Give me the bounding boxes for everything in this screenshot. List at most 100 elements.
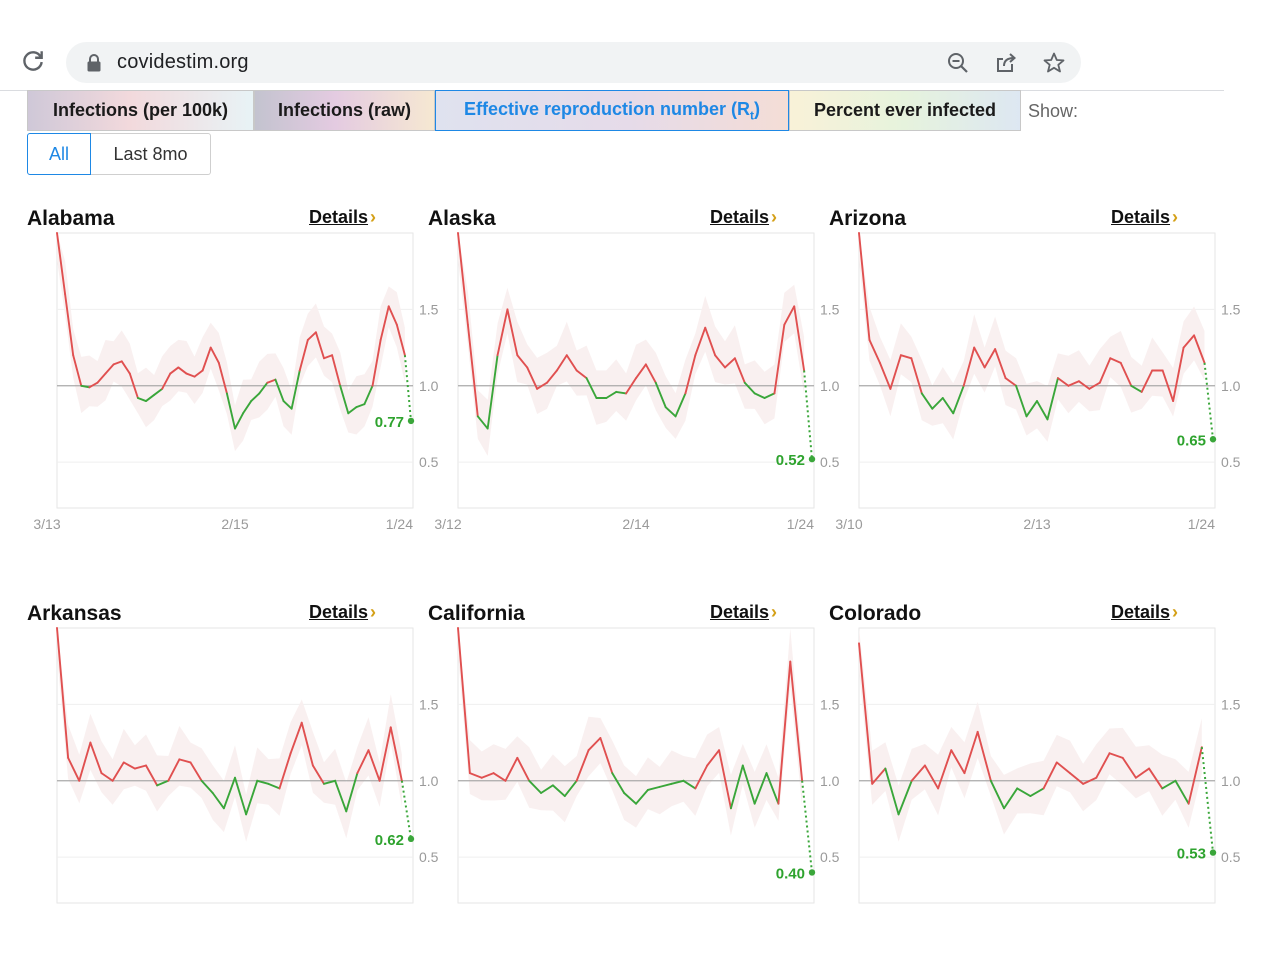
x-tick-label: 2/14	[622, 516, 649, 532]
end-value-label: 0.65	[1177, 432, 1206, 449]
details-link[interactable]: Details ›	[1111, 602, 1179, 622]
rt-line-segment	[868, 338, 881, 364]
tab-infections-raw[interactable]: Infections (raw)	[254, 90, 435, 131]
rt-line-segment	[331, 354, 342, 387]
end-value-label: 0.53	[1177, 846, 1206, 863]
rt-line-segment	[1056, 377, 1070, 387]
rt-line-segment	[773, 323, 786, 395]
rt-chart: 0.53 1.5 1.0 0.5	[858, 627, 1241, 904]
tab-effective-reproduction-number[interactable]: Effective reproduction number (Rt)	[435, 90, 789, 131]
y-tick-label: 1.5	[1221, 696, 1241, 712]
rt-line-segment	[201, 346, 212, 372]
y-tick-label: 1.0	[1221, 773, 1241, 789]
rt-line-segment	[1042, 761, 1058, 790]
rt-line-segment	[994, 348, 1007, 380]
rt-line-segment	[1174, 779, 1190, 805]
rt-line-segment	[178, 758, 192, 764]
details-link[interactable]: Details ›	[710, 207, 778, 227]
x-tick-label: 3/10	[835, 516, 862, 532]
rt-line-segment	[1172, 346, 1185, 403]
rt-line-segment	[217, 361, 228, 395]
address-bar[interactable]: covidestim.org	[66, 42, 1081, 83]
range-all-button[interactable]: All	[27, 133, 91, 175]
rt-line-segment	[185, 372, 196, 378]
rt-line-segment	[783, 305, 796, 326]
zoom-out-icon[interactable]	[946, 51, 970, 75]
rt-line-segment	[729, 764, 744, 810]
rt-line-segment	[311, 764, 325, 785]
rt-line-segment	[256, 779, 270, 785]
rt-line-segment	[200, 779, 214, 794]
rt-line-segment	[724, 357, 736, 369]
rt-line-segment	[976, 730, 992, 782]
y-tick-label: 0.5	[1221, 454, 1241, 470]
reload-icon[interactable]	[20, 48, 46, 74]
tab-percent-ever-infected[interactable]: Percent ever infected	[789, 90, 1021, 131]
rt-line-segment	[504, 756, 519, 782]
rt-line-segment	[753, 392, 766, 399]
rt-line-segment	[635, 363, 647, 380]
rt-line-segment	[1182, 334, 1196, 349]
rt-chart: 0.62 1.5 1.0 0.5	[56, 627, 439, 904]
star-icon[interactable]	[1042, 51, 1066, 75]
rt-line-segment	[111, 761, 125, 782]
rt-line-segment	[899, 354, 913, 360]
rt-line-segment	[193, 369, 204, 378]
rt-line-segment	[56, 232, 67, 296]
rt-line-segment	[67, 756, 81, 782]
rt-line-segment	[615, 390, 628, 395]
rt-line-segment	[1046, 377, 1059, 421]
chevron-right-icon: ›	[771, 207, 778, 227]
end-point	[808, 869, 816, 876]
rt-line-segment	[563, 779, 578, 798]
details-link[interactable]: Details ›	[309, 602, 377, 622]
rt-line-segment	[468, 772, 483, 779]
rt-line-segment	[298, 338, 309, 372]
rt-line-segment	[1004, 377, 1018, 387]
rt-line-segment	[145, 393, 156, 403]
rt-line-segment	[706, 749, 721, 767]
rt-line-segment	[100, 772, 114, 782]
end-point	[1209, 849, 1217, 856]
rt-line-segment	[122, 761, 136, 770]
url-text[interactable]: covidestim.org	[117, 51, 249, 73]
rt-line-segment	[1015, 384, 1028, 418]
uncertainty-band	[57, 628, 402, 842]
y-tick-label: 1.5	[820, 301, 840, 317]
state-chart-panel: Arizona Details › 0.65 1.5 1.0 0.5 3/10 2/13 1/24	[829, 207, 1241, 567]
rt-line-segment	[789, 660, 804, 782]
rt-line-segment	[367, 749, 381, 782]
details-link[interactable]: Details ›	[309, 207, 377, 227]
state-chart-panel: Alabama Details › 0.77 1.5 1.0 0.5 3/13 2/15 1/24	[27, 207, 439, 567]
rt-line-segment	[575, 749, 590, 782]
y-tick-label: 0.5	[1221, 849, 1241, 865]
rt-line-segment	[169, 366, 180, 375]
tab-label: Effective reproduction number (Rt)	[463, 98, 761, 123]
rt-line-segment	[623, 792, 637, 805]
rt-line-segment	[153, 387, 164, 396]
rt-line-segment	[674, 392, 687, 418]
rt-line-segment	[599, 737, 614, 775]
end-value-label: 0.77	[375, 414, 404, 431]
details-link[interactable]: Details ›	[710, 602, 778, 622]
rt-line-segment	[658, 782, 673, 788]
rt-line-segment	[670, 779, 685, 785]
rt-line-segment	[694, 326, 707, 357]
rt-line-segment	[347, 406, 358, 415]
state-chart-panel: California Details › 0.40 1.5 1.0 0.5	[428, 602, 840, 962]
rt-line-segment	[104, 363, 115, 375]
rt-line-segment	[506, 308, 519, 357]
rt-line-segment	[1016, 787, 1032, 798]
rt-line-segment	[983, 348, 997, 369]
rt-line-segment	[290, 369, 301, 410]
rt-line-segment	[952, 384, 965, 415]
rt-line-segment	[1088, 381, 1101, 390]
tab-infections-per-100k[interactable]: Infections (per 100k)	[27, 90, 254, 131]
rt-line-segment	[300, 721, 314, 767]
details-link[interactable]: Details ›	[1111, 207, 1179, 227]
rt-line-segment	[684, 354, 697, 395]
share-icon[interactable]	[994, 51, 1018, 75]
range-last-8mo-button[interactable]: Last 8mo	[91, 133, 211, 175]
rt-line-segment	[177, 366, 188, 375]
rt-line-segment	[923, 764, 940, 790]
